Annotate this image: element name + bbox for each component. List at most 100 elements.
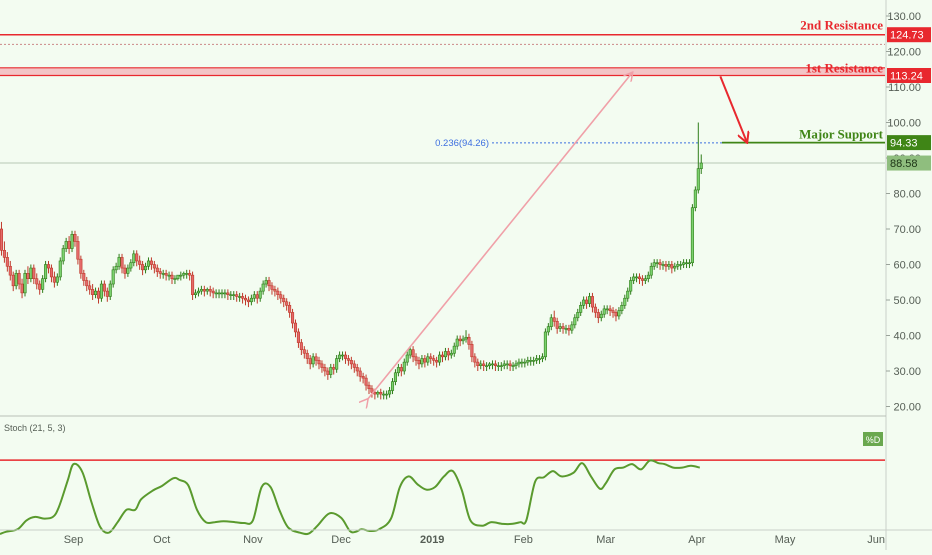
candle-body [564, 328, 568, 330]
candle-body [699, 162, 703, 169]
candle-body [170, 274, 174, 279]
candle-body [667, 264, 671, 267]
candle-body [490, 363, 495, 366]
candle-body [614, 312, 618, 317]
price-tick-label: 120.00 [887, 47, 921, 59]
candle-body [146, 260, 151, 267]
candle-body [323, 367, 327, 372]
candle-body [405, 354, 409, 363]
candle-body [117, 257, 121, 267]
candle-body [29, 267, 33, 279]
candle-body [88, 285, 92, 290]
second-resistance-tag-label: 124.73 [890, 30, 924, 42]
candle-body [561, 326, 565, 329]
candle-body [226, 292, 230, 295]
candle-body [440, 354, 445, 358]
candle-body [120, 257, 124, 269]
candle-body [673, 265, 677, 269]
candle-body [358, 370, 362, 377]
candle-body [343, 354, 348, 359]
candle-body [529, 360, 533, 362]
candle-body [599, 313, 603, 319]
candle-body [288, 305, 292, 313]
candle-body [482, 363, 486, 366]
candle-body [76, 241, 80, 260]
candle-body [420, 358, 424, 365]
candle-body [655, 262, 659, 265]
time-tick-label: May [775, 534, 796, 546]
candle-body [476, 361, 480, 366]
candle-body [505, 363, 509, 366]
candle-body [329, 367, 333, 375]
annotations [368, 73, 747, 400]
candle-body [296, 331, 300, 343]
candle-body [220, 292, 224, 295]
candle-body [511, 365, 515, 367]
candle-body [17, 273, 21, 285]
candle-body [379, 391, 383, 395]
candle-body [252, 294, 256, 299]
candle-body [223, 292, 227, 295]
candle-body [585, 299, 589, 304]
candle-body [235, 294, 239, 297]
candle-body [567, 328, 571, 331]
candle-body [161, 273, 165, 275]
candle-body [543, 331, 547, 358]
candle-body [164, 273, 168, 276]
candle-body [467, 336, 471, 345]
candle-body [617, 310, 621, 317]
candle-body [264, 280, 268, 285]
candle-body [64, 241, 68, 249]
candle-body [340, 354, 345, 357]
candle-body [44, 264, 48, 279]
candle-body [311, 356, 315, 365]
candle-body [390, 381, 395, 391]
candle-body [67, 241, 71, 249]
candle-body [414, 356, 418, 361]
candle-body [2, 250, 6, 258]
candle-body [602, 308, 606, 315]
candle-body [314, 356, 318, 361]
major-support-tag [887, 135, 931, 151]
candle-body [55, 276, 59, 283]
time-tick-label: Jun [867, 534, 885, 546]
candle-body [496, 365, 500, 367]
candle-body [217, 292, 221, 295]
candle-body [196, 290, 200, 294]
candle-body [79, 258, 83, 274]
time-tick-label: Nov [243, 534, 263, 546]
candle-body [232, 294, 236, 296]
first-resistance-zone [0, 67, 885, 76]
time-tick-label: Apr [688, 534, 705, 546]
candle-body [435, 360, 439, 363]
candle-body [693, 189, 697, 208]
candle-body [352, 363, 356, 368]
candle-body [399, 367, 403, 372]
price-tick-label: 50.00 [893, 295, 921, 307]
candle-body [308, 358, 312, 365]
candle-body [123, 267, 127, 274]
major-support-label: Major Support [799, 127, 884, 142]
candle-body [305, 352, 309, 359]
fib-level-label: 0.236(94.26) [435, 138, 489, 149]
candle-body [687, 262, 692, 265]
candle-body [26, 273, 30, 279]
candle-body [640, 278, 644, 281]
candle-body [96, 290, 101, 299]
time-tick-label: Mar [596, 534, 615, 546]
candle-body [520, 361, 524, 364]
candle-body [696, 168, 700, 191]
time-tick-label: 2019 [420, 534, 444, 546]
major-support-tag-label: 94.33 [890, 138, 918, 150]
candle-body [32, 267, 36, 279]
candle-body [105, 290, 109, 297]
candle-body [499, 365, 503, 367]
candle-body [152, 264, 156, 269]
candle-body [49, 267, 53, 278]
last-price-tag-label: 88.58 [890, 158, 918, 170]
candle-body [549, 317, 553, 327]
candle-body [349, 360, 353, 365]
candle-body [438, 354, 442, 363]
